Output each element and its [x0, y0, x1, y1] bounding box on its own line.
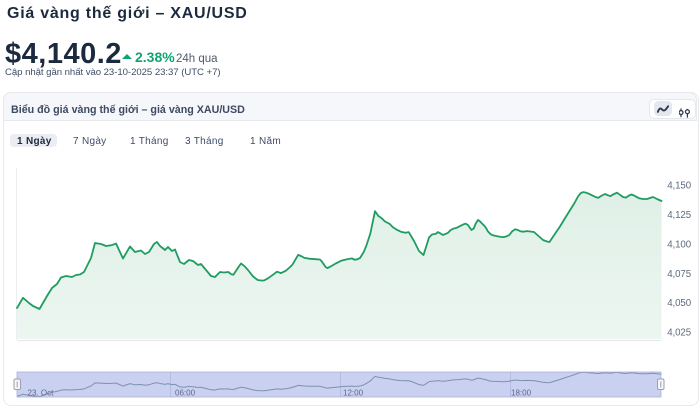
svg-text:12:00: 12:00: [343, 389, 364, 398]
svg-text:4,075: 4,075: [667, 269, 691, 280]
svg-text:4,050: 4,050: [667, 298, 691, 309]
svg-text:4,100: 4,100: [667, 239, 691, 250]
svg-text:4,025: 4,025: [667, 328, 691, 339]
svg-text:23. Oct: 23. Oct: [28, 389, 55, 398]
svg-text:4,125: 4,125: [667, 210, 691, 221]
svg-text:4,150: 4,150: [667, 181, 691, 192]
svg-text:18:00: 18:00: [511, 389, 532, 398]
svg-text:06:00: 06:00: [175, 389, 196, 398]
